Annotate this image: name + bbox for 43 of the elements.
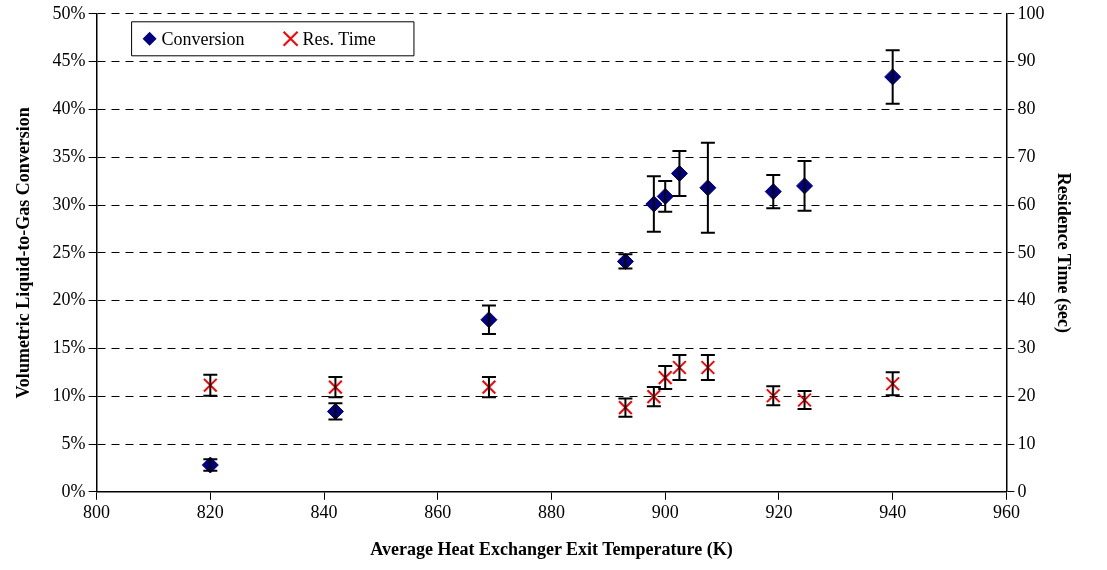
y-tick-label: 45% bbox=[52, 50, 86, 71]
y2-tick-label: 30 bbox=[1017, 337, 1036, 358]
point bbox=[885, 376, 901, 392]
y2-axis-title: Residence Time (sec) bbox=[1052, 172, 1074, 333]
y-tick-label: 0% bbox=[61, 480, 86, 501]
y2-tick-label: 10 bbox=[1017, 432, 1036, 453]
y2-tick-label: 80 bbox=[1017, 98, 1036, 119]
y2-tick-label: 100 bbox=[1017, 2, 1045, 23]
y2-tick-label: 20 bbox=[1017, 384, 1036, 405]
point bbox=[328, 379, 343, 395]
x-tick-label: 940 bbox=[879, 502, 907, 523]
x-tick-label: 900 bbox=[651, 502, 679, 523]
y-tick-label: 20% bbox=[52, 289, 86, 310]
x-tick-label: 860 bbox=[424, 502, 452, 523]
y2-tick-label: 0 bbox=[1017, 480, 1027, 501]
y2-tick-label: 60 bbox=[1017, 193, 1036, 214]
x-tick-label: 800 bbox=[83, 502, 111, 523]
x-tick-label: 920 bbox=[765, 502, 793, 523]
legend-label: Res. Time bbox=[302, 28, 376, 49]
x-tick-label: 840 bbox=[310, 502, 338, 523]
point bbox=[672, 360, 687, 375]
y-axis-title: Volumetric Liquid-to-Gas Conversion bbox=[13, 107, 34, 399]
x-tick-label: 960 bbox=[992, 502, 1020, 523]
y-tick-label: 30% bbox=[52, 193, 86, 214]
y-tick-label: 10% bbox=[52, 384, 86, 405]
point bbox=[202, 377, 218, 393]
y-tick-label: 50% bbox=[52, 2, 86, 23]
x-tick-label: 880 bbox=[538, 502, 565, 523]
y2-tick-label: 50 bbox=[1017, 241, 1036, 262]
y-tick-label: 5% bbox=[61, 432, 86, 453]
x-axis-title: Average Heat Exchanger Exit Temperature (K) bbox=[370, 538, 733, 560]
y-tick-label: 40% bbox=[52, 98, 86, 119]
y2-tick-label: 70 bbox=[1017, 145, 1036, 166]
y-tick-label: 35% bbox=[52, 145, 86, 166]
y2-tick-label: 90 bbox=[1017, 50, 1036, 71]
point bbox=[481, 379, 497, 395]
y-tick-label: 15% bbox=[52, 337, 86, 358]
legend-label: Conversion bbox=[161, 28, 245, 49]
point bbox=[657, 370, 673, 385]
x-tick-label: 820 bbox=[196, 502, 224, 523]
y2-tick-label: 40 bbox=[1017, 289, 1036, 310]
y-tick-label: 25% bbox=[52, 241, 86, 262]
point bbox=[700, 360, 716, 375]
